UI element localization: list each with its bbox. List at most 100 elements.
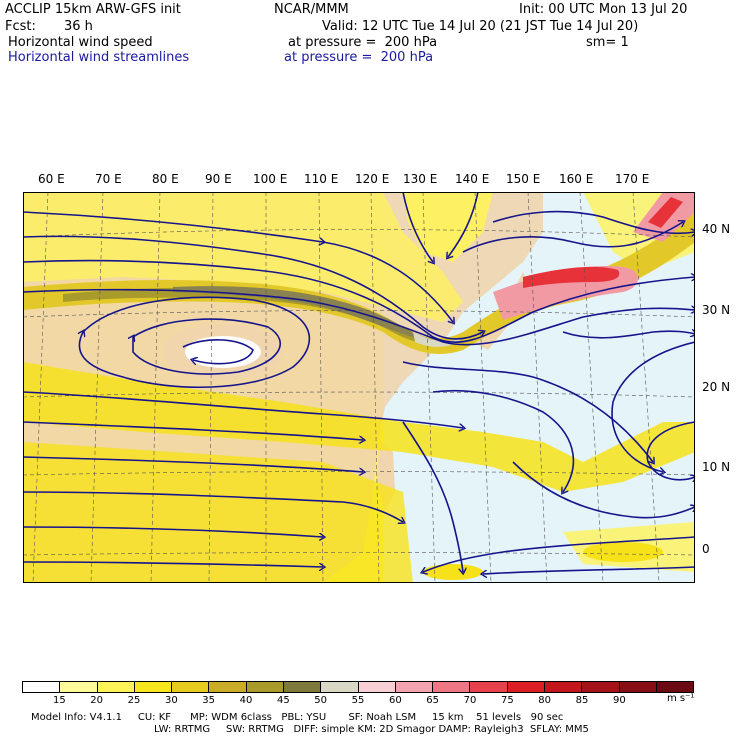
meridian-line xyxy=(527,192,548,583)
streamline xyxy=(562,331,695,339)
lon-label: 170 E xyxy=(615,172,650,186)
model-title: ACCLIP 15km ARW-GFS init xyxy=(5,2,181,17)
streamline xyxy=(402,192,433,262)
field1-level: at pressure = 200 hPa xyxy=(288,35,438,50)
jet-streak-core xyxy=(648,197,683,228)
jet-streak-core xyxy=(523,266,620,288)
lon-label: 60 E xyxy=(38,172,65,186)
meridian-line xyxy=(32,192,49,583)
lat-label: 0 xyxy=(702,542,710,556)
streamline xyxy=(23,235,483,340)
model-info-line2: LW: RRTMG SW: RRTMG DIFF: simple KM: 2D … xyxy=(154,724,589,735)
streamline xyxy=(646,421,695,480)
lat-label: 40 N xyxy=(702,222,731,236)
color-scale-swatch xyxy=(619,682,657,692)
map-frame xyxy=(23,192,695,583)
lon-label: 100 E xyxy=(253,172,288,186)
streamline xyxy=(133,318,281,375)
color-scale-swatch xyxy=(97,682,135,692)
color-scale-tick: 20 xyxy=(90,695,104,706)
org-label: NCAR/MMM xyxy=(274,2,349,17)
lon-label: 130 E xyxy=(403,172,438,186)
forecast-hour: 36 h xyxy=(64,19,93,34)
color-scale-tick: 50 xyxy=(314,695,328,706)
color-scale-swatch xyxy=(23,682,61,692)
valid-time: Valid: 12 UTC Tue 14 Jul 20 (21 JST Tue … xyxy=(322,19,639,34)
color-scale-swatch xyxy=(246,682,284,692)
field1-smoothing: sm= 1 xyxy=(586,35,629,50)
lon-label: 120 E xyxy=(355,172,390,186)
color-scale-swatch xyxy=(283,682,322,692)
color-scale-swatch xyxy=(172,682,210,692)
color-scale-tick: 25 xyxy=(127,695,141,706)
streamline xyxy=(23,288,695,346)
streamline xyxy=(483,566,695,574)
color-scale-swatch xyxy=(321,682,359,692)
wind-band-yellow xyxy=(23,362,695,492)
wind-patch xyxy=(583,542,663,562)
field2-name: Horizontal wind streamlines xyxy=(8,50,190,65)
lon-label: 80 E xyxy=(152,172,179,186)
streamline xyxy=(462,222,683,253)
streamline xyxy=(182,339,254,364)
streamline xyxy=(512,461,695,519)
color-scale-units: m s⁻¹ xyxy=(667,693,695,704)
meridian-line xyxy=(90,192,104,583)
wind-band-yellow xyxy=(23,442,413,583)
color-scale-swatch xyxy=(60,682,98,692)
lon-label: 70 E xyxy=(95,172,122,186)
color-scale-swatch xyxy=(358,682,396,692)
streamline xyxy=(23,259,695,343)
color-scale-tick: 75 xyxy=(500,695,514,706)
color-scale-tick: 80 xyxy=(538,695,552,706)
color-scale-tick: 70 xyxy=(463,695,477,706)
meridian-line xyxy=(208,192,214,583)
field2-level: at pressure = 200 hPa xyxy=(284,50,434,65)
color-scale-swatch xyxy=(656,682,694,692)
streamline xyxy=(23,491,403,522)
color-scale-swatch xyxy=(507,682,545,692)
color-scale-tick: 30 xyxy=(164,695,178,706)
streamline xyxy=(448,192,479,257)
streamline xyxy=(79,296,311,389)
init-time: Init: 00 UTC Mon 13 Jul 20 xyxy=(519,2,688,17)
lat-label: 30 N xyxy=(702,303,731,317)
color-scale-swatch xyxy=(582,682,620,692)
color-scale-tick: 15 xyxy=(52,695,66,706)
parallel-line xyxy=(23,229,695,238)
lon-label: 140 E xyxy=(455,172,490,186)
color-scale-swatch xyxy=(470,682,508,692)
parallel-line xyxy=(23,552,695,556)
streamline xyxy=(23,211,453,322)
lon-label: 90 E xyxy=(205,172,232,186)
color-scale-tick: 65 xyxy=(426,695,440,706)
streamline xyxy=(23,421,363,440)
lon-label: 110 E xyxy=(304,172,339,186)
color-scale-bar xyxy=(22,681,694,693)
streamline xyxy=(611,341,695,472)
color-scale-swatch xyxy=(433,682,471,692)
streamline xyxy=(432,389,575,492)
forecast-label: Fcst: xyxy=(5,19,36,34)
color-scale-tick: 40 xyxy=(239,695,253,706)
meridian-line xyxy=(150,192,161,583)
color-scale-tick: 55 xyxy=(351,695,365,706)
meridian-line xyxy=(474,192,492,583)
color-scale-swatch xyxy=(209,682,247,692)
field1-name: Horizontal wind speed xyxy=(8,35,153,50)
lon-label: 150 E xyxy=(506,172,541,186)
color-scale-tick: 45 xyxy=(276,695,290,706)
streamline xyxy=(23,561,323,567)
color-scale-swatch xyxy=(134,682,173,692)
streamline xyxy=(423,536,695,572)
streamlines xyxy=(23,192,695,574)
color-scale-tick: 85 xyxy=(575,695,589,706)
streamline xyxy=(23,456,363,472)
streamline xyxy=(402,361,653,462)
lon-label: 160 E xyxy=(559,172,594,186)
color-scale-tick: 90 xyxy=(612,695,626,706)
color-scale-swatch xyxy=(544,682,583,692)
streamline xyxy=(23,526,323,537)
meridian-line xyxy=(579,192,604,583)
streamline xyxy=(23,391,463,428)
